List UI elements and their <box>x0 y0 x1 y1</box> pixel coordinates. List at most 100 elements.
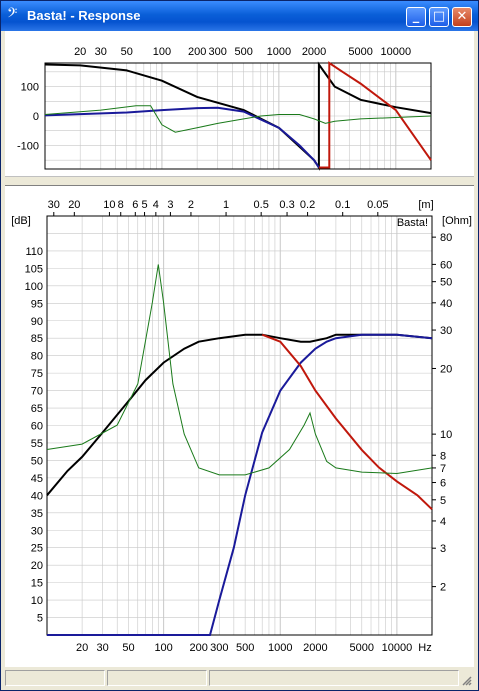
resp-freq-tick-label: 200 <box>190 642 208 654</box>
wavelength-tick-label: 6 <box>132 199 138 211</box>
ohm-tick-label: 5 <box>440 495 446 507</box>
ohm-tick-label: 30 <box>440 325 452 337</box>
phase-freq-tick-label: 50 <box>121 46 133 58</box>
title-bar[interactable]: 𝄢 Basta! - Response _ □ ✕ <box>1 1 478 31</box>
phase-series-line-1 <box>44 106 320 169</box>
phase-freq-tick-label: 5000 <box>348 46 372 58</box>
db-tick-label: 5 <box>37 613 43 625</box>
ohm-tick-label: 10 <box>440 429 452 441</box>
resp-series-line-1 <box>47 333 433 636</box>
wavelength-tick-label: 30 <box>48 199 60 211</box>
ohm-tick-label: 80 <box>440 232 452 244</box>
ohm-tick-label: 60 <box>440 259 452 271</box>
maximize-icon: □ <box>432 9 446 24</box>
phase-freq-tick-label: 200 <box>188 46 206 58</box>
phase-series-line-3 <box>44 105 432 133</box>
phase-y-tick-label: -100 <box>17 140 39 152</box>
status-bar <box>5 668 474 688</box>
phase-chart: 20 30 50 100 200 300 500 1000 2000 5000 100001000-… <box>17 46 432 171</box>
plot-area: 20 30 50 100 200 300 500 1000 2000 5000 10000 100 0-… <box>5 31 474 667</box>
close-icon: ✕ <box>456 9 468 24</box>
wavelength-tick-label: 0.05 <box>367 199 388 211</box>
db-tick-label: 50 <box>31 455 43 467</box>
resp-freq-tick-label: 300 <box>210 642 228 654</box>
phase-freq-tick-label: 20 <box>74 46 86 58</box>
db-tick-label: 20 <box>31 560 43 572</box>
hz-unit-label: Hz <box>418 642 431 654</box>
ohm-tick-label: 3 <box>440 543 446 555</box>
wavelength-tick-label: 0.3 <box>279 199 294 211</box>
wavelength-tick-label: 0.2 <box>300 199 315 211</box>
db-tick-label: 65 <box>31 403 43 415</box>
db-tick-label: 35 <box>31 508 43 520</box>
status-panel-1 <box>5 670 105 686</box>
resp-freq-tick-label: 100 <box>154 642 172 654</box>
resp-freq-tick-label: 30 <box>97 642 109 654</box>
db-tick-label: 70 <box>31 386 43 398</box>
db-tick-label: 85 <box>31 333 43 345</box>
db-tick-label: 25 <box>31 543 43 555</box>
resize-grip-icon[interactable] <box>460 674 472 686</box>
resp-freq-tick-label: 1000 <box>268 642 292 654</box>
resp-series-line-2 <box>261 333 433 511</box>
ohm-tick-label: 40 <box>440 298 452 310</box>
ohm-tick-label: 8 <box>440 450 446 462</box>
resp-freq-tick-label: 2000 <box>303 642 327 654</box>
minimize-button[interactable]: _ <box>406 7 426 27</box>
db-tick-label: 80 <box>31 351 43 363</box>
db-tick-label: 30 <box>31 525 43 537</box>
wavelength-tick-label: 2 <box>188 199 194 211</box>
meter-unit-label: [m] <box>418 199 433 211</box>
status-panel-2 <box>107 670 207 686</box>
db-tick-label: 105 <box>25 263 43 275</box>
db-tick-label: 45 <box>31 473 43 485</box>
phase-freq-tick-label: 500 <box>234 46 252 58</box>
wavelength-tick-label: 1 <box>223 199 229 211</box>
db-tick-label: 15 <box>31 578 43 590</box>
wavelength-tick-label: 5 <box>141 199 147 211</box>
ohm-tick-label: 6 <box>440 478 446 490</box>
db-tick-label: 55 <box>31 438 43 450</box>
close-button[interactable]: ✕ <box>452 7 472 27</box>
db-tick-label: 90 <box>31 316 43 328</box>
phase-y-tick-label: 100 <box>21 82 39 94</box>
wavelength-tick-label: 0.1 <box>335 199 350 211</box>
phase-freq-tick-label: 100 <box>153 46 171 58</box>
wavelength-tick-label: 4 <box>153 199 159 211</box>
resp-freq-tick-label: 50 <box>122 642 134 654</box>
phase-freq-tick-label: 2000 <box>302 46 326 58</box>
ohm-tick-label: 20 <box>440 363 452 375</box>
wavelength-tick-label: 8 <box>118 199 124 211</box>
ohm-tick-label: 50 <box>440 277 452 289</box>
db-tick-label: 40 <box>31 490 43 502</box>
db-tick-label: 75 <box>31 368 43 380</box>
maximize-button[interactable]: □ <box>429 7 449 27</box>
ohm-tick-label: 7 <box>440 463 446 475</box>
resp-freq-tick-label: 5000 <box>350 642 374 654</box>
ohm-unit-label: [Ohm] <box>442 215 472 227</box>
phase-freq-tick-label: 1000 <box>267 46 291 58</box>
phase-freq-tick-label: 300 <box>209 46 227 58</box>
window-title: Basta! - Response <box>27 8 141 23</box>
phase-y-tick-label: 0 <box>33 111 39 123</box>
wavelength-tick-label: 0.5 <box>254 199 269 211</box>
resp-freq-tick-label: 10000 <box>382 642 413 654</box>
minimize-icon: _ <box>412 9 420 24</box>
db-unit-label: [dB] <box>11 215 31 227</box>
wavelength-tick-label: 3 <box>167 199 173 211</box>
pane-splitter[interactable] <box>5 176 474 186</box>
db-tick-label: 60 <box>31 421 43 433</box>
brand-watermark: Basta! <box>397 217 428 229</box>
db-tick-label: 10 <box>31 595 43 607</box>
resp-freq-tick-label: 20 <box>76 642 88 654</box>
db-tick-label: 95 <box>31 298 43 310</box>
resp-frame <box>46 215 433 636</box>
phase-series-line-2 <box>318 61 432 169</box>
phase-freq-tick-label: 30 <box>95 46 107 58</box>
ohm-tick-label: 2 <box>440 582 446 594</box>
ohm-tick-label: 4 <box>440 516 446 528</box>
status-panel-3 <box>209 670 459 686</box>
wavelength-tick-label: 10 <box>103 199 115 211</box>
resp-freq-tick-label: 500 <box>236 642 254 654</box>
